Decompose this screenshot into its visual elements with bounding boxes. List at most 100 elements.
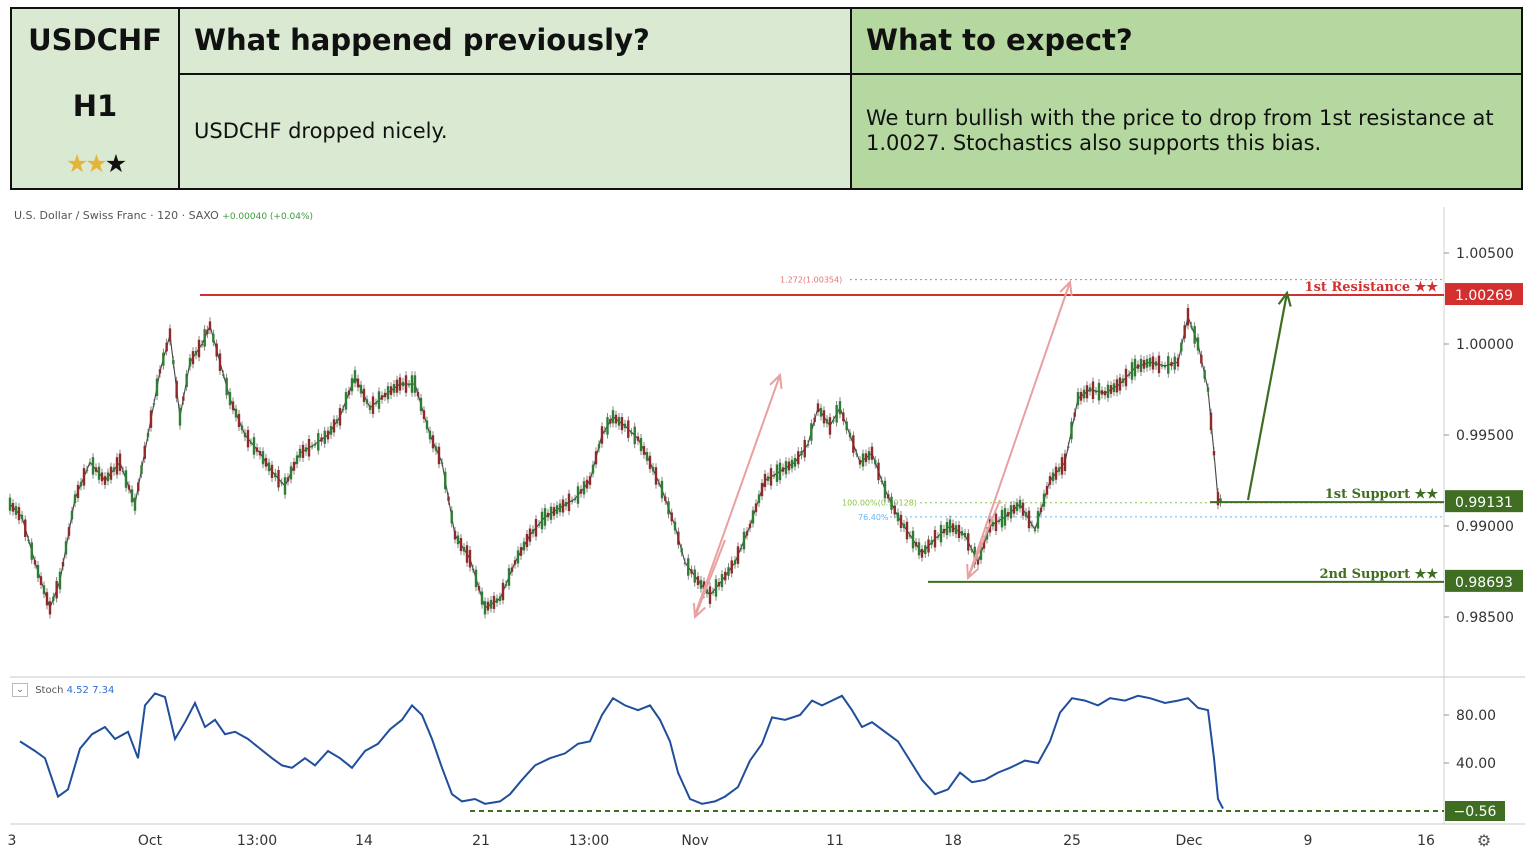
candle [552,507,556,516]
candle [633,426,636,445]
gear-icon[interactable]: ⚙ [1477,831,1491,850]
candle [73,494,77,504]
candle [215,343,218,357]
candle [588,476,592,485]
candle [991,521,995,527]
change-label: +0.00040 (+0.04%) [222,212,314,222]
candle [27,539,30,542]
projection-arrow [694,539,726,618]
candle [852,435,855,453]
time-tick-label: 18 [944,833,962,849]
stoch-k-value: 4.52 [66,685,89,696]
level-price-label: 1.00269 [1455,288,1513,304]
candle [757,494,761,504]
candle [543,508,547,526]
projection-arrow [967,499,1001,579]
time-tick-label: Oct [138,833,163,849]
candle [567,493,571,512]
candle [687,558,690,576]
candle [787,461,791,471]
candle [899,514,903,529]
candle [8,497,12,511]
time-tick-label: Nov [681,833,708,849]
candle [203,329,206,347]
candle [948,519,952,533]
candle [797,451,800,465]
candle [585,479,589,489]
candle [816,403,820,413]
timeframe-label: H1 [72,89,118,123]
candle [365,399,369,404]
candle [945,521,949,536]
symbol-cell: USDCHF H1 ★★★ [10,7,180,190]
candle [11,502,15,512]
candle [1039,507,1043,513]
candle [1018,499,1022,509]
candle [1139,358,1143,373]
candle [428,430,432,440]
candle [185,373,188,387]
candle [708,586,712,604]
candle [664,496,667,501]
candle [1094,390,1098,393]
candle [344,392,348,410]
candle [383,392,387,398]
candle [614,414,618,424]
candle [848,432,852,438]
instrument-label: U.S. Dollar / Swiss Franc · 120 · SAXO [14,209,219,222]
candle [745,531,749,536]
candle [819,407,823,417]
candle [504,584,508,586]
candle [112,467,116,472]
candle [124,470,128,488]
candle [748,523,752,529]
candle [549,506,553,520]
candle [100,472,104,482]
candle [1118,377,1122,391]
candle [286,477,290,482]
candle [301,444,305,458]
candle [121,470,125,473]
candle [103,476,107,485]
chevron-down-icon[interactable]: ⌄ [12,683,28,697]
candle [1190,325,1193,328]
candle [255,447,259,452]
candle [803,439,806,458]
candle [326,430,330,440]
candle [237,413,241,427]
candle [240,425,244,430]
candle [39,576,43,585]
candle [208,321,212,331]
candle [313,444,317,446]
candle [234,408,238,418]
candle [474,569,478,588]
candle [410,375,414,393]
candle [127,485,131,490]
candle [158,369,162,374]
candle [822,410,826,424]
candle [106,472,110,482]
candle [447,496,450,501]
candle [274,472,277,478]
candle [1063,453,1067,472]
candle [222,374,225,376]
time-tick-label: 14 [355,833,373,849]
price-chart[interactable]: 1.00500 1.00000 0.99500 0.99000 0.98500 1.272… [0,200,1530,860]
candle [307,439,311,457]
candle [720,574,724,588]
candle [855,453,858,455]
candle [228,392,232,406]
fib-label: 100.00%(0.99128) [842,499,917,508]
candle [705,589,709,594]
candle [911,530,915,549]
candle [495,598,499,603]
level-label: 1st Resistance ★★ [1305,280,1439,295]
chart-caption: U.S. Dollar / Swiss Franc · 120 · SAXO +… [14,209,313,222]
candle [172,360,175,365]
candle [531,529,535,534]
candle [320,437,323,442]
candle [546,512,550,518]
candle [440,462,444,464]
star-filled-icon: ★ [65,149,88,178]
candle [510,567,514,572]
